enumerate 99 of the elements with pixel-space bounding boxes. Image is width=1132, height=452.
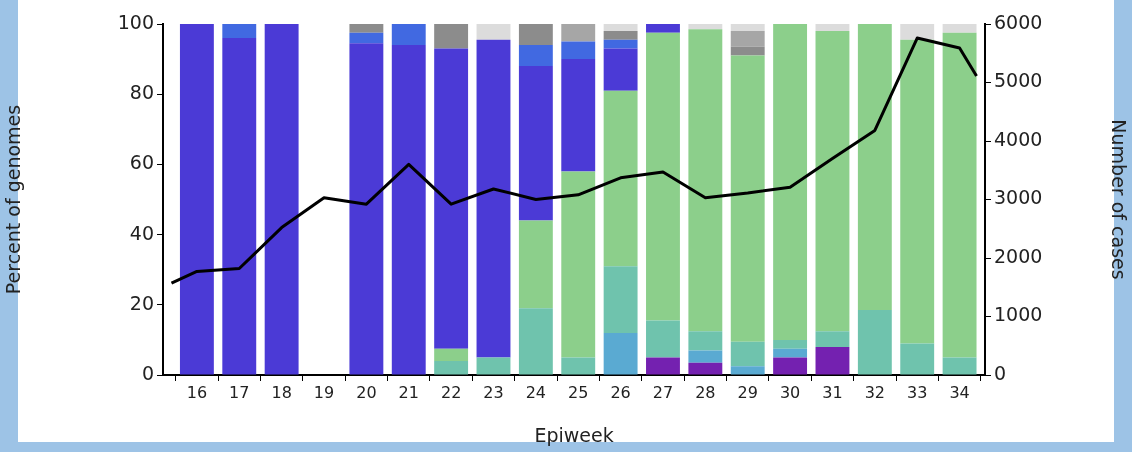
bar — [730, 366, 765, 375]
x-tick-label: 29 — [737, 382, 758, 402]
bar — [349, 32, 384, 44]
bar — [815, 24, 850, 32]
bar — [688, 350, 723, 363]
bar — [942, 24, 977, 33]
bar — [773, 357, 808, 375]
y-tick-label: 60 — [129, 151, 154, 174]
bar — [603, 31, 638, 40]
bar — [603, 39, 638, 49]
bar — [434, 360, 469, 375]
bar — [730, 46, 765, 56]
y-tick-label: 20 — [129, 291, 154, 314]
x-tick-label: 23 — [483, 382, 504, 402]
y2-tick-label: 6000 — [994, 10, 1043, 33]
bar — [688, 29, 723, 332]
bar — [730, 341, 765, 367]
bar — [434, 348, 469, 361]
x-tick-label: 20 — [356, 382, 377, 402]
bar — [646, 357, 680, 375]
bar — [434, 24, 469, 49]
bar — [603, 24, 638, 32]
x-tick-label: 25 — [568, 382, 589, 402]
bar — [688, 331, 723, 351]
bar — [603, 90, 638, 267]
bar — [518, 24, 553, 46]
bar — [900, 24, 935, 40]
x-tick-label: 18 — [271, 382, 292, 402]
y-axis-title: Percent of genomes — [2, 104, 25, 295]
bar — [646, 32, 680, 321]
bar — [603, 266, 638, 333]
x-tick-label: 17 — [229, 382, 250, 402]
bar — [646, 24, 680, 33]
bar — [900, 39, 935, 344]
bar — [815, 346, 850, 375]
y2-axis-title: Number of cases — [1107, 119, 1130, 280]
bar — [222, 24, 257, 39]
bar — [857, 24, 892, 311]
x-tick-label: 24 — [525, 382, 547, 402]
bar — [476, 24, 511, 40]
x-tick-label: 31 — [822, 382, 843, 402]
bar — [349, 43, 384, 375]
bar — [646, 320, 680, 358]
bar — [688, 24, 723, 30]
x-tick-label: 26 — [610, 382, 631, 402]
bar — [603, 332, 638, 375]
bar — [773, 339, 808, 349]
bar — [561, 357, 596, 375]
bar — [773, 348, 808, 358]
bar — [561, 59, 596, 172]
bar — [857, 310, 892, 375]
y2-tick-label: 4000 — [994, 127, 1043, 150]
bar — [518, 220, 553, 309]
bar — [518, 45, 553, 67]
bar — [730, 31, 765, 47]
y2-tick-label: 1000 — [994, 303, 1043, 326]
x-tick-label: 21 — [398, 382, 419, 402]
x-tick-label: 28 — [695, 382, 716, 402]
y2-tick-label: 5000 — [994, 69, 1043, 92]
y2-tick-label: 0 — [994, 361, 1007, 384]
bar — [561, 171, 596, 358]
bar — [561, 41, 596, 60]
bar — [179, 24, 214, 375]
y-tick-label: 0 — [141, 361, 154, 384]
bar — [391, 24, 426, 46]
bar — [730, 55, 765, 342]
x-axis-title: Epiweek — [534, 423, 614, 446]
x-tick-label: 27 — [652, 382, 674, 402]
x-tick-label: 22 — [440, 382, 462, 402]
y-tick-label: 80 — [129, 81, 154, 104]
bar — [222, 38, 257, 375]
bar — [476, 357, 511, 375]
x-tick-label: 34 — [949, 382, 970, 402]
bar — [264, 24, 299, 375]
bar — [349, 24, 384, 33]
bar — [942, 32, 977, 358]
y2-tick-label: 3000 — [994, 186, 1043, 209]
bar — [900, 343, 935, 375]
bar — [518, 66, 553, 221]
x-tick-label: 30 — [779, 382, 801, 402]
bar — [561, 24, 596, 42]
bar — [518, 308, 553, 375]
x-tick-label: 16 — [186, 382, 208, 402]
bar — [942, 357, 977, 375]
bar — [815, 31, 850, 332]
y2-tick-label: 2000 — [994, 244, 1043, 267]
y-tick-label: 100 — [117, 10, 154, 33]
x-tick-label: 19 — [313, 382, 335, 402]
bar — [434, 48, 469, 349]
bar — [391, 45, 426, 375]
y-tick-label: 40 — [129, 221, 154, 244]
bar — [603, 48, 638, 91]
bar — [730, 24, 765, 32]
x-tick-label: 32 — [864, 382, 886, 402]
bar — [476, 39, 511, 358]
bar — [688, 362, 723, 375]
bar — [773, 24, 808, 340]
bar — [815, 331, 850, 347]
x-tick-label: 33 — [907, 382, 928, 402]
